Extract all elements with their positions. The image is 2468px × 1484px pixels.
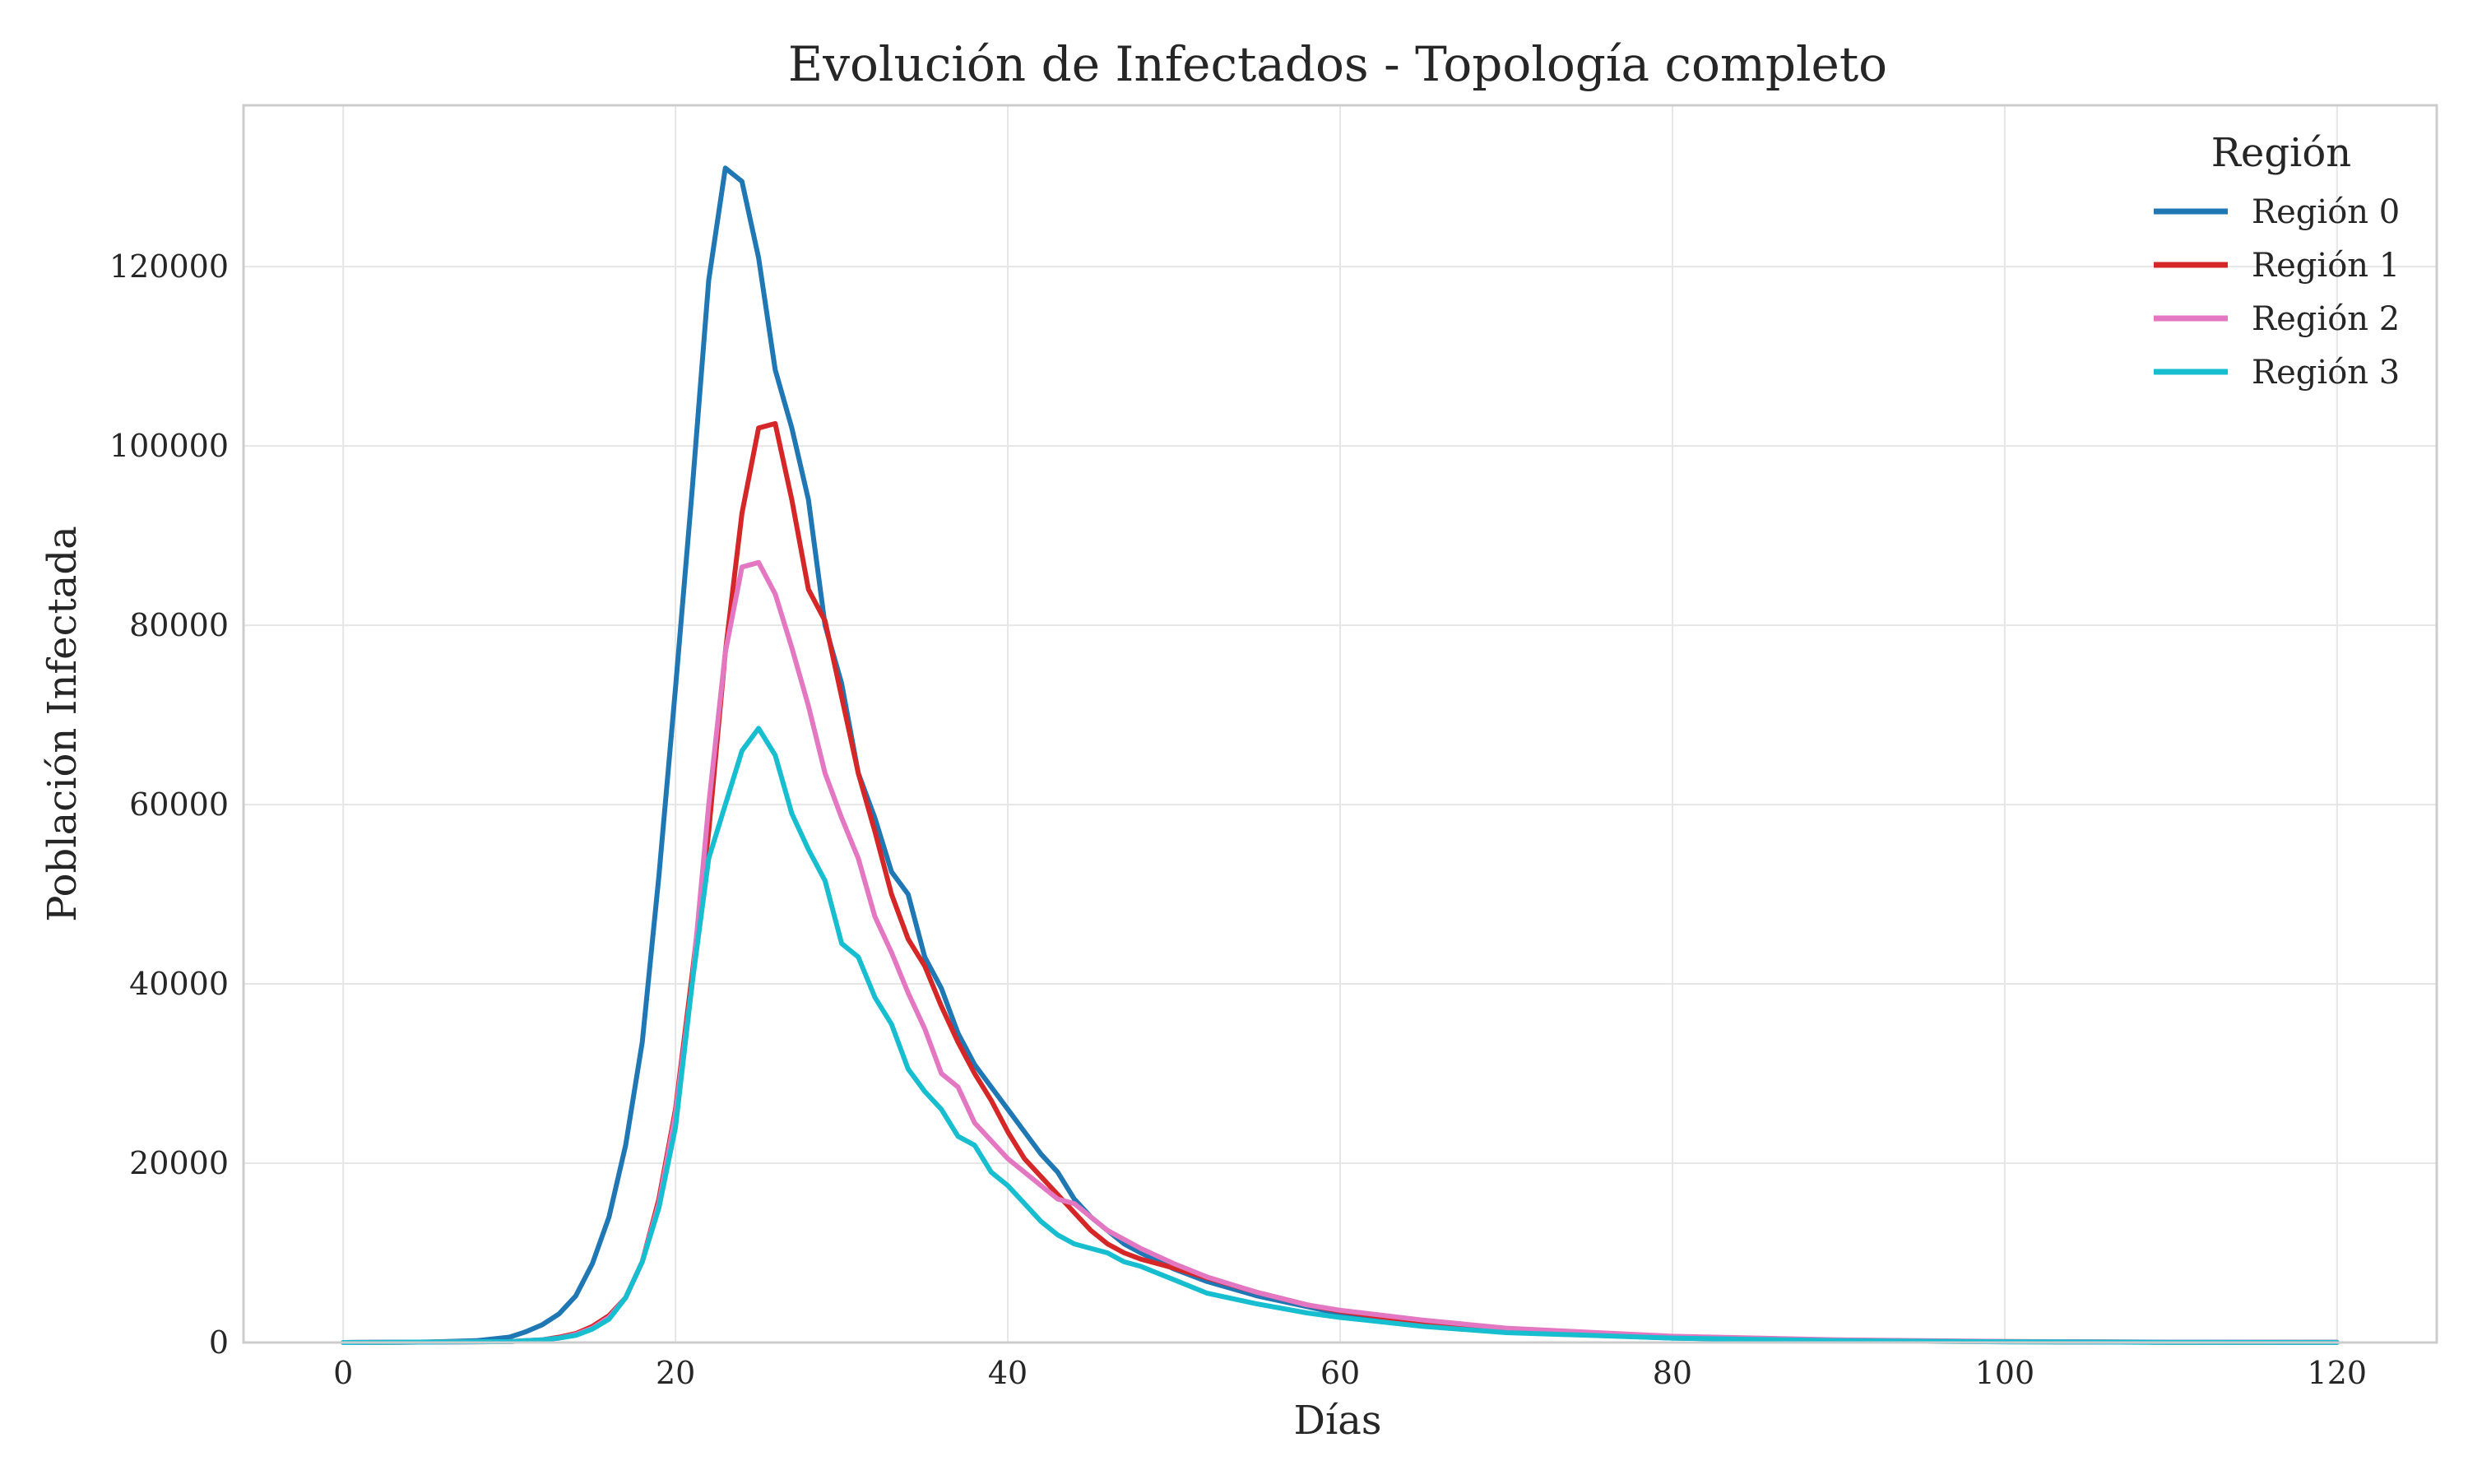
x-tick-label: 100 — [1975, 1355, 2035, 1391]
legend-label: Región 0 — [2252, 193, 2400, 231]
y-tick-label: 100000 — [109, 428, 229, 464]
plot-area-frame — [242, 104, 2438, 1344]
y-tick-label: 60000 — [129, 786, 229, 823]
y-tick-label: 20000 — [129, 1145, 229, 1181]
legend-entry-region-1: Región 1 — [2154, 247, 2400, 285]
y-tick-label: 80000 — [129, 607, 229, 643]
x-axis-title: Días — [1293, 1398, 1381, 1444]
x-tick-label: 80 — [1653, 1355, 1692, 1391]
x-tick-label: 40 — [988, 1355, 1028, 1391]
legend-label: Región 3 — [2252, 354, 2400, 392]
grid-lines — [244, 105, 2437, 1343]
legend-entry-region-2: Región 2 — [2154, 300, 2400, 338]
legend-entry-region-0: Región 0 — [2154, 193, 2400, 231]
y-tick-label: 0 — [209, 1324, 229, 1361]
x-tick-label: 0 — [333, 1355, 353, 1391]
series-line-region-3 — [341, 726, 2340, 1345]
legend-title: Región — [2211, 130, 2351, 176]
series-lines — [341, 165, 2340, 1345]
chart-title: Evolución de Infectados - Topología comp… — [788, 36, 1887, 92]
legend-entries: Región 0 Región 1 Región 2 Región 3 — [2154, 193, 2400, 392]
x-tick-label: 20 — [656, 1355, 695, 1391]
y-tick-label: 40000 — [129, 966, 229, 1002]
x-tick-label: 120 — [2308, 1355, 2368, 1391]
y-tick-label: 120000 — [109, 248, 229, 285]
x-tick-label: 60 — [1320, 1355, 1360, 1391]
legend: Región Región 0 Región 1 Región 2 Región 3 — [2154, 130, 2400, 392]
y-axis-title: Población Infectada — [39, 526, 86, 921]
legend-label: Región 1 — [2252, 247, 2400, 285]
legend-entry-region-3: Región 3 — [2154, 354, 2400, 392]
series-line-region-0 — [341, 165, 2340, 1345]
tick-labels: 0 20 40 60 80 100 120 0 20000 40000 60000 80000 1000… — [109, 248, 2367, 1391]
legend-label: Región 2 — [2252, 300, 2400, 338]
